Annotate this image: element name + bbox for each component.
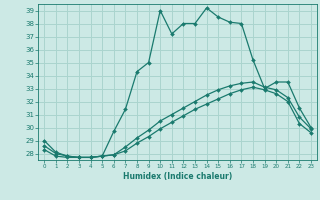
X-axis label: Humidex (Indice chaleur): Humidex (Indice chaleur): [123, 172, 232, 181]
